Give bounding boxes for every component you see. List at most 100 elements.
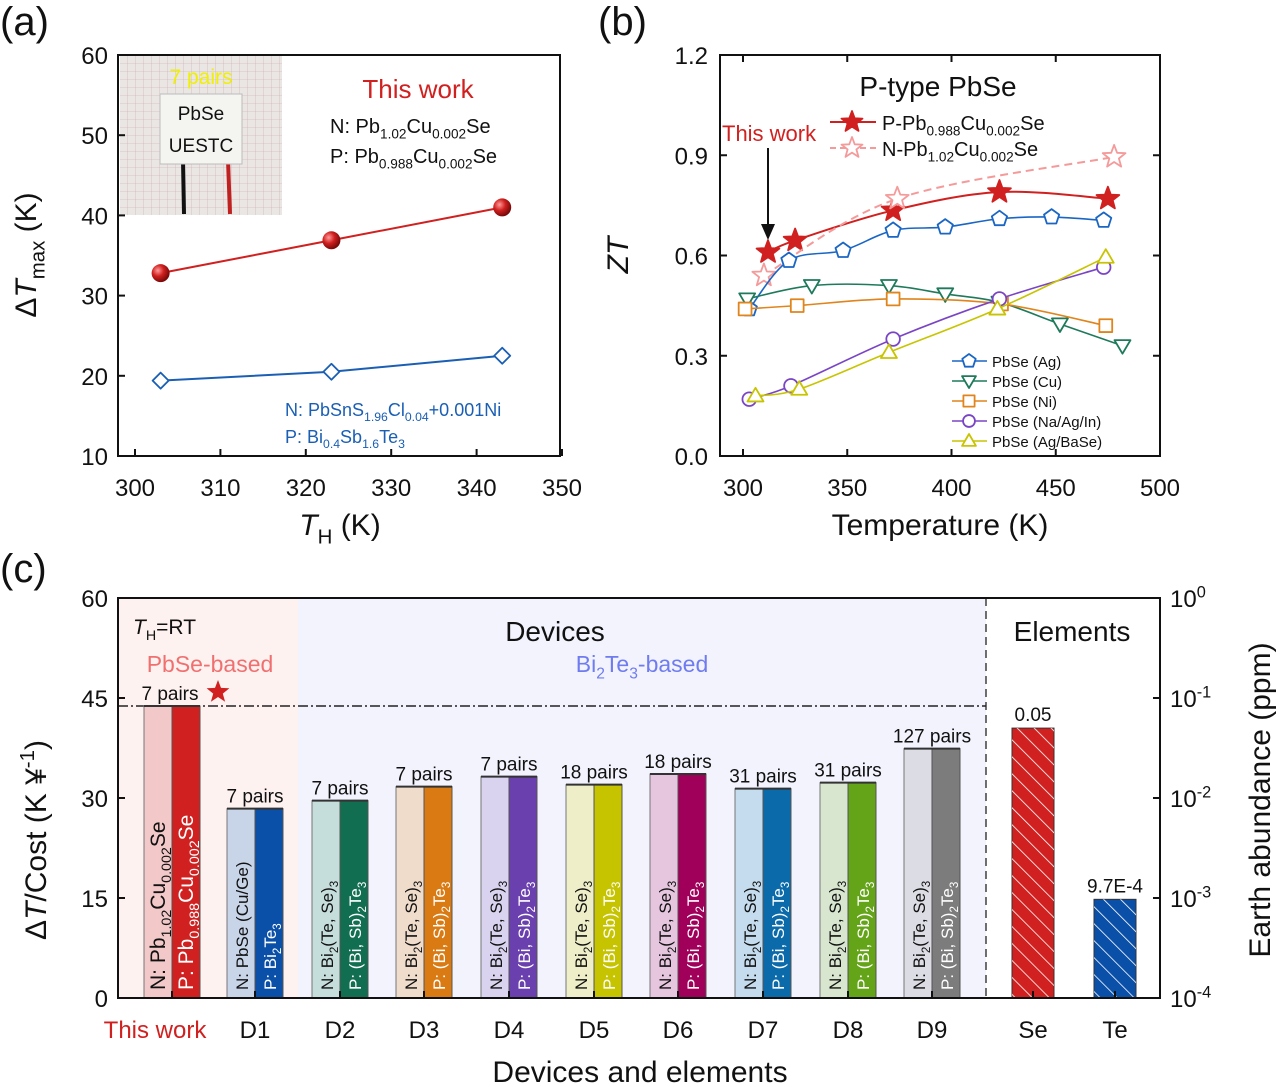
y-axis-label: ΔTmax​ (K) (10, 192, 49, 317)
x-category-label: Te (1102, 1017, 1127, 1044)
data-point (802, 279, 821, 295)
data-point (790, 380, 809, 396)
bar-p-label: P: (Bi, Sb)2​Te3​ (346, 882, 369, 990)
y-tick-label: 0.0 (675, 444, 708, 471)
bar-hatch (1094, 899, 1136, 998)
plot-frame-c (117, 597, 1161, 999)
x-tick-label: 310 (200, 475, 240, 502)
pairs-label: 7 pairs (226, 787, 283, 808)
y-right-tick-label: 10-4​ (1170, 983, 1211, 1013)
bar-group: N: Bi2​(Te, Se)3​P: (Bi, Sb)2​Te3​ 18 pai… (560, 763, 628, 999)
bi2te3-based-label: Bi2​Te3​-based (576, 651, 708, 682)
y-tick-label: 45 (81, 686, 108, 713)
y-tick-label: 20 (81, 364, 108, 391)
x-category-label: D3 (409, 1017, 440, 1044)
data-point (780, 251, 798, 268)
data-point (987, 179, 1012, 203)
bar-p-label: P: Pb0.988​Cu0.002​Se (175, 815, 203, 990)
bar-n-label: N: PbSe (Cu/Ge) (233, 861, 252, 990)
x-tick-label: 350 (827, 475, 867, 502)
data-point (1095, 211, 1113, 228)
data-point (885, 291, 901, 307)
bar-p-label: P: (Bi, Sb)2​Te3​ (515, 882, 538, 990)
bar-n-label: N: Bi2​(Te, Se)3​ (656, 881, 679, 990)
bar-p (423, 786, 453, 999)
data-point (1101, 144, 1127, 168)
elements-label: Elements (1014, 616, 1131, 647)
y-right-tick-label: 10-3​ (1170, 883, 1211, 913)
data-point (880, 279, 898, 295)
x-tick-label: 300 (723, 475, 763, 502)
device-card (159, 93, 243, 165)
bar-group: N: Bi2​(Te, Se)3​P: (Bi, Sb)2​Te3​ 18 pai… (644, 752, 712, 999)
y-axis-right-label: Earth abundance (ppm) (1244, 642, 1277, 957)
legend-marker (961, 375, 977, 389)
data-point (493, 198, 512, 217)
data-point (1113, 339, 1132, 355)
bar-p (593, 784, 623, 999)
data-point (738, 292, 757, 308)
pairs-label: 7 pairs (480, 755, 537, 776)
x-category-label: D9 (917, 1017, 948, 1044)
bar-p-label: P: (Bi, Sb)2​Te3​ (430, 882, 453, 990)
y-right-tick-label: 10-2​ (1170, 783, 1211, 813)
legend-blue-n: N: PbSnS1.96​Cl0.04​+0.001Ni (285, 400, 501, 424)
pairs-label: 7 pairs (395, 765, 452, 786)
panel-a: PbSe UESTC 7 pairs 300 310 320 330 340 350 10 20 30… (10, 43, 582, 548)
abundance-label: 9.7E-4 (1087, 876, 1143, 897)
x-category-label: This work (104, 1017, 208, 1044)
x-category-label: D8 (833, 1017, 864, 1044)
bar-group: N: Bi2​(Te, Se)3​P: (Bi, Sb)2​Te3​ 7 pair… (395, 765, 453, 999)
bar-p-label: P: (Bi, Sb)2​Te3​ (684, 882, 707, 990)
data-point (746, 386, 765, 403)
bar-n-label: N: Bi2​(Te, Se)3​ (910, 881, 933, 990)
x-axis-label: Temperature (K) (832, 509, 1049, 542)
pbse-based-label: PbSe-based (147, 651, 274, 677)
wire-black (181, 159, 186, 215)
bar-group: N: PbSe (Cu/Ge) P: Bi2​Te3​ 7 pairs (226, 787, 284, 999)
legend-label: PbSe (Ag) (992, 354, 1061, 371)
star-icon (206, 680, 230, 702)
x-category-label: Se (1018, 1017, 1047, 1044)
series (746, 248, 1115, 403)
bar-group: N: Bi2​(Te, Se)3​P: (Bi, Sb)2​Te3​ 31 pai… (814, 761, 882, 999)
data-point (751, 262, 777, 287)
legend-marker (840, 110, 864, 132)
element-bar: 0.05 (1011, 705, 1055, 999)
data-point (884, 221, 902, 238)
x-tick-label: 450 (1036, 475, 1076, 502)
bar-group: N: Bi2​(Te, Se)3​P: (Bi, Sb)2​Te3​ 127 pa… (893, 727, 971, 999)
bar-n (311, 800, 341, 999)
data-point (1098, 318, 1114, 333)
y-tick-label: 0.9 (675, 143, 708, 170)
x-tick-label: 300 (115, 475, 155, 502)
panel-label-b: (b) (598, 0, 647, 44)
x-category-label: D6 (663, 1017, 694, 1044)
y-tick-label: 10 (81, 444, 108, 471)
pairs-label: 18 pairs (644, 752, 712, 773)
data-point (151, 264, 170, 283)
x-tick-label: 500 (1140, 475, 1180, 502)
series (741, 259, 1112, 407)
bar-n (734, 788, 764, 999)
bar-group: N: Pb1.02​Cu0.002​SeP: Pb0.988​Cu0.002​S… (141, 684, 203, 999)
devices-label: Devices (505, 616, 605, 647)
series-line (755, 256, 1107, 397)
data-point (493, 346, 512, 365)
x-category-label: D2 (325, 1017, 356, 1044)
panel-label-a: (a) (0, 0, 49, 44)
x-category-label: D5 (579, 1017, 610, 1044)
y-tick-label: 30 (81, 786, 108, 813)
series-line (747, 283, 1123, 347)
arrow-head-icon (761, 224, 775, 240)
bar-hatch (1012, 728, 1054, 998)
data-point (885, 185, 910, 210)
bar-n (649, 773, 679, 999)
legend-red-p: P: Pb0.988​Cu0.002​Se (330, 146, 497, 172)
legend-marker (962, 394, 976, 408)
data-point (755, 239, 781, 263)
legend-label: PbSe (Ni) (992, 394, 1057, 411)
bar-n (819, 782, 849, 999)
series (755, 179, 1121, 263)
x-tick-label: 330 (371, 475, 411, 502)
